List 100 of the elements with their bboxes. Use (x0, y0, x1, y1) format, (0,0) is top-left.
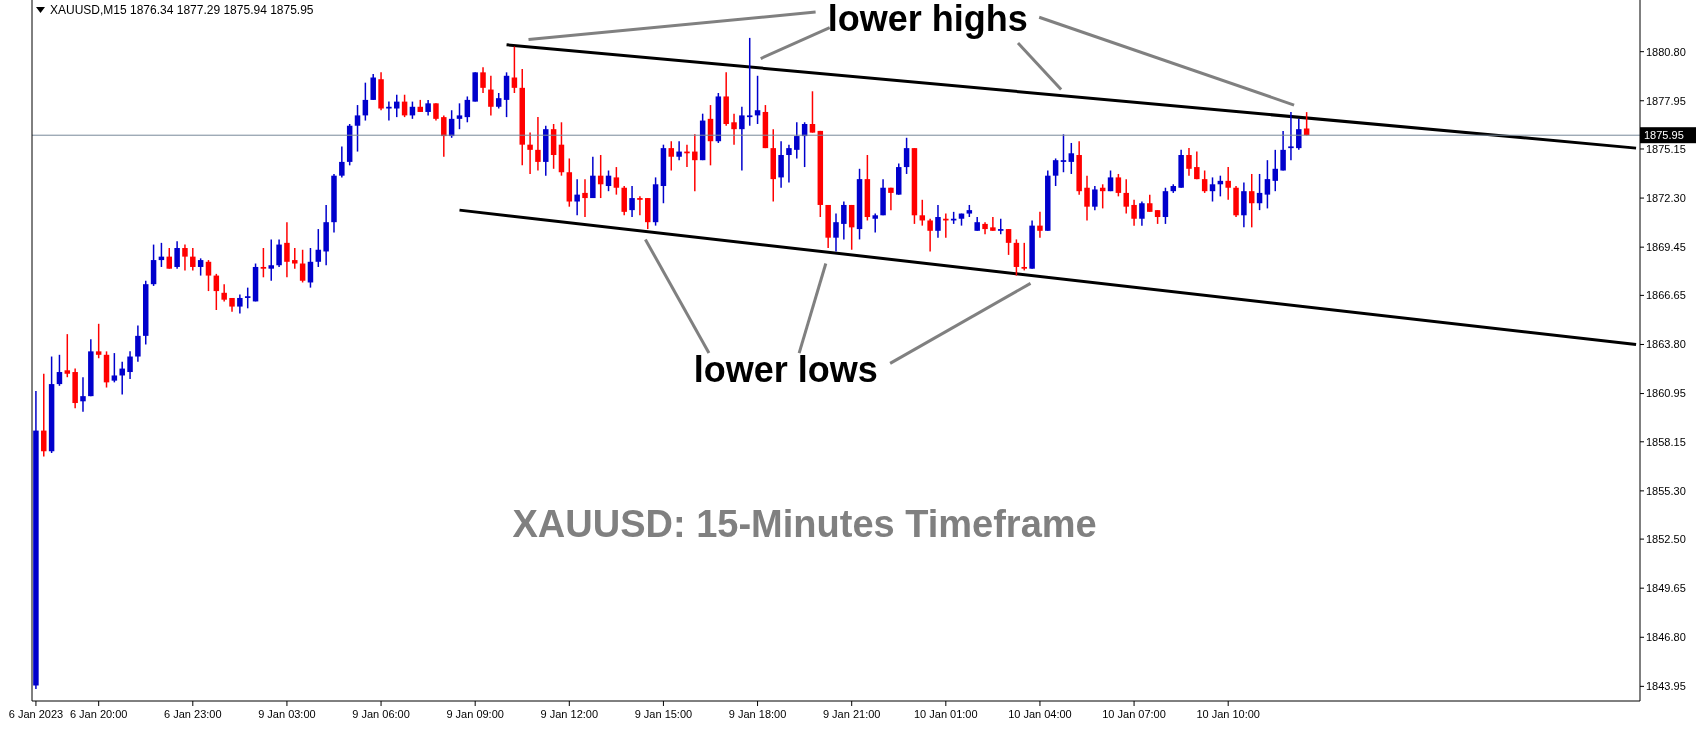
candlestick (1005, 228, 1012, 256)
candlestick (935, 204, 941, 239)
candlestick (456, 102, 463, 130)
candlestick (786, 143, 792, 184)
candlestick (480, 66, 486, 94)
candlestick (676, 140, 682, 161)
candlestick (927, 217, 933, 253)
ref-line-label: 1875.95 (1644, 129, 1684, 142)
candlestick (1115, 173, 1122, 198)
candlestick (535, 116, 541, 172)
candlestick (574, 178, 580, 217)
candlestick (1248, 173, 1255, 229)
candlestick (292, 247, 298, 270)
x-tick-label: 9 Jan 15:00 (634, 708, 693, 720)
candlestick (590, 155, 596, 199)
candlestick (731, 112, 737, 146)
candlestick (1068, 142, 1075, 175)
y-tick-label: 1877.95 (1646, 94, 1686, 107)
candlestick (488, 75, 494, 117)
x-tick-label: 6 Jan 23:00 (164, 708, 222, 720)
candlestick (1280, 130, 1286, 172)
candlestick (794, 121, 800, 160)
x-tick-label: 10 Jan 04:00 (1008, 708, 1072, 720)
y-tick-label: 1855.30 (1646, 484, 1686, 497)
x-tick-label: 9 Jan 21:00 (822, 708, 881, 720)
candlestick (386, 100, 392, 122)
candlestick (284, 221, 290, 279)
candlestick (1060, 133, 1067, 173)
candlestick (809, 90, 816, 134)
candlestick (1139, 200, 1145, 227)
candlestick (41, 373, 47, 458)
candlestick (370, 73, 376, 101)
candlestick (833, 212, 839, 253)
x-tick-label: 9 Jan 03:00 (258, 708, 316, 720)
candlestick (205, 259, 212, 292)
candlestick (56, 354, 63, 387)
y-tick-label: 1860.95 (1646, 387, 1686, 400)
y-tick-label: 1872.30 (1646, 191, 1686, 204)
candlestick (582, 178, 588, 218)
x-tick-label: 10 Jan 07:00 (1102, 708, 1166, 720)
candlestick (1021, 242, 1027, 272)
annotation: XAUUSD: 15-Minutes Timeframe (512, 503, 1097, 546)
candlestick (127, 350, 133, 380)
candlestick (903, 137, 910, 175)
y-tick-label: 1866.65 (1646, 289, 1686, 302)
x-tick-label: 6 Jan 2023 (8, 708, 64, 720)
candlestick (1186, 147, 1192, 177)
candlestick (692, 133, 698, 192)
candlestick (339, 145, 345, 179)
x-tick-label: 9 Jan 09:00 (446, 708, 504, 720)
candlestick (119, 360, 125, 396)
x-tick-label: 6 Jan 20:00 (69, 708, 128, 720)
candlestick (1052, 157, 1059, 187)
y-tick-label: 1863.80 (1646, 338, 1686, 351)
candlestick (637, 195, 643, 217)
y-tick-label: 1858.15 (1646, 435, 1686, 448)
candlestick (182, 243, 188, 272)
candlestick (354, 104, 361, 153)
candlestick (1264, 159, 1271, 210)
candlestick (668, 140, 675, 172)
y-tick-label: 1869.45 (1646, 241, 1686, 254)
y-tick-label: 1852.50 (1646, 533, 1686, 545)
candlestick (190, 247, 196, 272)
candlestick (1296, 118, 1302, 151)
candlestick (629, 185, 635, 218)
candlestick (166, 247, 173, 270)
candlestick (613, 166, 620, 196)
annotation: lower highs (827, 0, 1028, 39)
candlestick (315, 228, 322, 268)
candlestick (441, 114, 447, 158)
candlestick (95, 323, 102, 359)
candlestick (276, 238, 282, 268)
candlestick (1201, 169, 1208, 194)
annotation: lower lows (693, 349, 878, 391)
x-tick-label: 10 Jan 01:00 (914, 708, 978, 720)
candlestick (244, 286, 251, 310)
candlestick (174, 240, 180, 270)
candlestick (394, 93, 400, 118)
candlestick (268, 238, 274, 282)
candlestick (1225, 166, 1231, 201)
candlestick (1084, 174, 1090, 222)
candlestick (739, 106, 745, 172)
candlestick (80, 376, 86, 413)
candlestick (1092, 185, 1098, 211)
candlestick (260, 247, 267, 279)
candlestick (872, 212, 878, 234)
candlestick (135, 324, 141, 363)
candlestick (746, 37, 753, 127)
candlestick (1288, 111, 1294, 161)
candlestick (1272, 149, 1278, 192)
x-tick-label: 10 Jan 10:00 (1196, 708, 1261, 720)
x-tick-label: 9 Jan 18:00 (728, 708, 787, 720)
candlestick (990, 216, 996, 232)
candlestick (1209, 176, 1216, 203)
candlestick (237, 293, 243, 315)
y-tick-label: 1843.95 (1646, 680, 1686, 693)
y-tick-label: 1875.15 (1646, 142, 1686, 155)
candlestick (111, 352, 118, 384)
x-tick-label: 9 Jan 06:00 (352, 708, 410, 720)
candlestick (841, 200, 847, 241)
